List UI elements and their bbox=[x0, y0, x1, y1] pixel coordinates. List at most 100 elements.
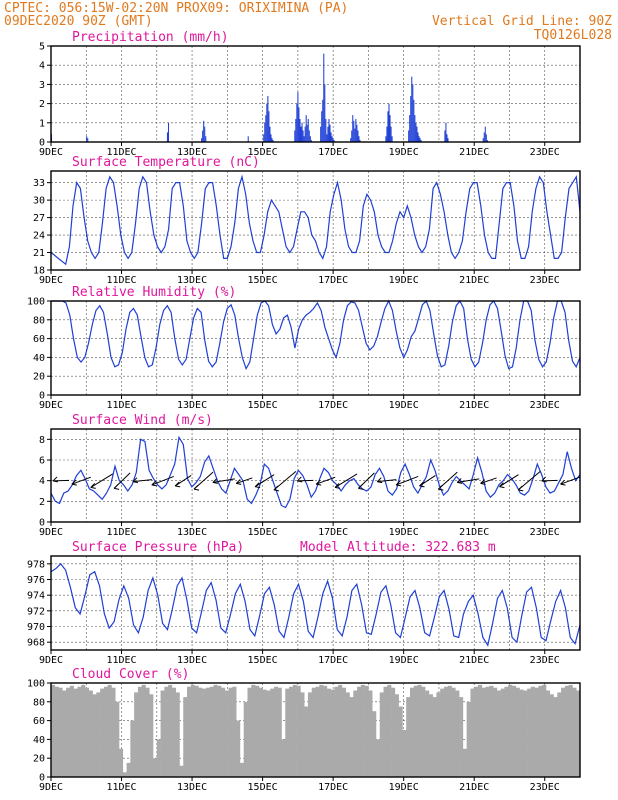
precip-bar bbox=[301, 122, 303, 142]
y-tick-label: 60 bbox=[33, 334, 45, 345]
cloud-cover-bar bbox=[141, 684, 146, 777]
cloud-cover-bar bbox=[213, 684, 218, 777]
x-tick-label: 17DEC bbox=[318, 782, 348, 793]
wind-arrow bbox=[457, 478, 480, 483]
precip-bar bbox=[270, 134, 272, 142]
cloud-cover-bar bbox=[273, 686, 279, 777]
x-tick-label: 17DEC bbox=[318, 275, 348, 286]
cloud-cover-bar bbox=[205, 687, 210, 777]
precip-bar bbox=[359, 140, 361, 142]
header-station: CPTEC: 056:15W-02:20N PROX09: ORIXIMINA … bbox=[4, 1, 348, 16]
precip-bar bbox=[296, 103, 298, 142]
y-tick-label: 4 bbox=[39, 61, 45, 72]
y-tick-label: 972 bbox=[27, 606, 45, 617]
x-tick-label: 13DEC bbox=[177, 527, 207, 538]
wind-arrow bbox=[212, 478, 235, 483]
y-tick-label: 978 bbox=[27, 559, 45, 570]
wind-arrow bbox=[174, 474, 192, 487]
cloud-cover-bar bbox=[515, 687, 520, 777]
cloud-cover-bar bbox=[198, 687, 203, 777]
cloud-cover-bar bbox=[523, 690, 528, 777]
x-tick-label: 11DEC bbox=[106, 655, 136, 666]
cloud-cover-bar bbox=[519, 689, 524, 777]
x-tick-label: 23DEC bbox=[530, 782, 560, 793]
cloud-cover-bar bbox=[345, 692, 350, 777]
precip-bar bbox=[351, 130, 353, 142]
precip-bar bbox=[329, 124, 331, 142]
cloud-cover-bar bbox=[323, 685, 328, 777]
cloud-cover-bar bbox=[440, 688, 445, 777]
cloud-cover-bar bbox=[455, 690, 460, 777]
cloud-cover-bar bbox=[360, 684, 365, 777]
cloud-cover-bar bbox=[481, 687, 486, 777]
wind-arrow bbox=[480, 477, 497, 484]
cloud-cover-bar bbox=[190, 684, 195, 777]
precip-bar bbox=[271, 138, 273, 142]
cloud-cover-bar bbox=[62, 690, 67, 777]
x-tick-label: 15DEC bbox=[248, 655, 278, 666]
precip-bar bbox=[204, 126, 206, 142]
y-tick-label: 1 bbox=[39, 118, 45, 129]
cloud-cover-bar bbox=[209, 686, 214, 777]
wind-arrow-head bbox=[193, 484, 200, 491]
y-tick-label: 100 bbox=[27, 297, 45, 308]
cloud-cover-bar bbox=[564, 685, 569, 777]
cloud-cover-bar bbox=[474, 686, 479, 777]
wind-arrow bbox=[419, 474, 436, 487]
wind-arrow-head bbox=[132, 477, 139, 484]
cloud-cover-bar bbox=[221, 687, 226, 777]
cloud-cover-bar bbox=[572, 687, 577, 777]
cloud-cover-bar bbox=[187, 686, 192, 777]
y-tick-label: 40 bbox=[33, 353, 45, 364]
precip-bar bbox=[167, 122, 170, 142]
wind-arrow-head bbox=[273, 485, 280, 492]
cloud-cover-bar bbox=[81, 684, 86, 777]
x-tick-label: 13DEC bbox=[177, 147, 207, 158]
x-tick-label: 21DEC bbox=[459, 400, 489, 411]
panel-2: 0 20 40 60 80 100 9DEC 11DEC 13DEC 15DEC 17DEC 19DE… bbox=[27, 285, 581, 411]
panel-3: 0 2 4 6 8 9DEC 11DEC 13DEC 15DEC 17DEC 19DEC 21DEC 2… bbox=[39, 413, 581, 538]
precip-bar bbox=[486, 140, 488, 142]
y-tick-label: 0 bbox=[39, 773, 45, 784]
precip-bar bbox=[357, 130, 359, 142]
cloud-cover-bar bbox=[409, 687, 415, 777]
wind-arrow-head bbox=[254, 482, 261, 489]
cloud-cover-bar bbox=[485, 686, 490, 777]
x-tick-label: 23DEC bbox=[530, 400, 560, 411]
wind-arrow-head bbox=[395, 480, 402, 487]
panel-frame bbox=[50, 45, 581, 143]
cloud-cover-bar bbox=[549, 694, 554, 777]
y-tick-label: 30 bbox=[33, 196, 45, 207]
cloud-cover-bar bbox=[470, 688, 475, 777]
cloud-cover-bar bbox=[149, 694, 154, 777]
cloud-cover-bar bbox=[300, 692, 305, 777]
precip-bar bbox=[265, 115, 267, 142]
x-tick-label: 11DEC bbox=[106, 400, 136, 411]
cloud-cover-bar bbox=[304, 706, 309, 777]
wind-arrow bbox=[132, 479, 152, 483]
wind-arrow-head bbox=[174, 481, 181, 488]
wind-arrow-head bbox=[52, 476, 59, 483]
cloud-cover-bar bbox=[270, 688, 275, 777]
wind-arrow bbox=[254, 474, 275, 488]
panel-title: Cloud Cover (%) bbox=[72, 667, 189, 682]
series-line bbox=[50, 562, 581, 647]
precip-bar bbox=[297, 92, 299, 142]
cloud-cover-bar bbox=[443, 686, 449, 777]
cloud-cover-bar bbox=[387, 684, 392, 777]
precip-bar bbox=[328, 118, 330, 142]
wind-arrow bbox=[395, 475, 419, 486]
x-tick-label: 9DEC bbox=[39, 147, 63, 158]
precip-bar bbox=[325, 118, 327, 142]
y-tick-label: 21 bbox=[33, 248, 45, 259]
cloud-cover-bar bbox=[534, 687, 539, 777]
cloud-cover-bar bbox=[319, 684, 324, 777]
panel-1: 18 21 24 27 30 33 9DEC 11DEC 13DEC 15DEC 17DEC 19DE… bbox=[33, 155, 581, 286]
cloud-cover-bar bbox=[432, 697, 437, 777]
y-tick-label: 33 bbox=[33, 178, 45, 189]
wind-arrow-head bbox=[315, 479, 322, 486]
x-tick-label: 15DEC bbox=[248, 782, 278, 793]
wind-arrow bbox=[71, 476, 92, 485]
cloud-cover-bar bbox=[545, 690, 551, 777]
cloud-cover-bar bbox=[530, 686, 535, 777]
